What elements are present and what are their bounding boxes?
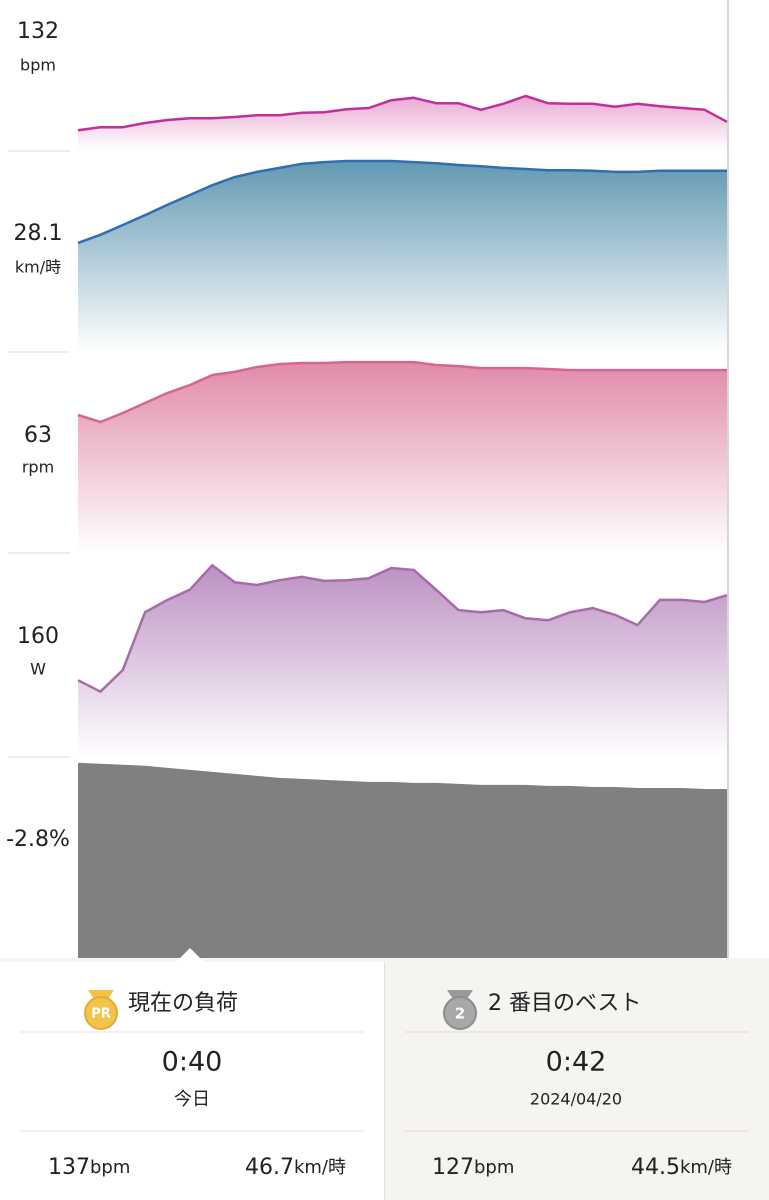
stat: 127bpm: [432, 1155, 514, 1180]
card-title: 2 番目のベスト: [488, 991, 641, 1016]
current[interactable]: PR 現在の負荷 0:40 今日 137bpm 46.7km/時: [20, 990, 364, 1180]
medal: [84, 996, 118, 1030]
line: [77, 159, 727, 245]
stat-value: 137: [48, 1155, 90, 1180]
metric-unit: bpm: [20, 56, 56, 75]
medal-label: 2: [455, 1005, 465, 1023]
area: [78, 764, 727, 958]
line: [77, 360, 727, 424]
area: [78, 565, 727, 757]
metric-value: 132: [17, 19, 59, 44]
metric-value: 28.1: [14, 221, 63, 246]
metric-unit: rpm: [22, 458, 54, 477]
stat: 44.5km/時: [631, 1155, 732, 1180]
date: 今日: [174, 1089, 210, 1110]
time: 0:42: [546, 1047, 607, 1078]
area: [78, 362, 727, 553]
date: 2024/04/20: [530, 1090, 622, 1109]
medal: [443, 996, 477, 1030]
best[interactable]: 2 2 番目のベスト 0:42 2024/04/20 127bpm 44.5km…: [405, 990, 749, 1180]
stat: 46.7km/時: [245, 1155, 346, 1180]
stat-unit: bpm: [474, 1157, 514, 1178]
area: [78, 96, 727, 150]
stat-value: 127: [432, 1155, 474, 1180]
card-title: 現在の負荷: [128, 991, 238, 1016]
medal-label: PR: [91, 1007, 111, 1022]
time: 0:40: [162, 1047, 223, 1078]
stat-unit: bpm: [90, 1157, 130, 1178]
stat: 137bpm: [48, 1155, 130, 1180]
stat-unit: km/時: [680, 1157, 732, 1178]
metric-value: -2.8%: [6, 827, 70, 852]
stat-unit: km/時: [294, 1157, 346, 1178]
line: [77, 563, 728, 693]
line: [77, 762, 727, 792]
separators: [8, 150, 70, 758]
stat-value: 46.7: [245, 1155, 294, 1180]
metric-value: 160: [17, 624, 59, 649]
stat-value: 44.5: [631, 1155, 680, 1180]
pointer: [176, 948, 204, 962]
metric-unit: W: [30, 660, 46, 679]
current-card: [0, 962, 384, 1200]
metric-unit: km/時: [15, 258, 61, 277]
area: [78, 161, 727, 352]
line: [77, 94, 728, 132]
metric-value: 63: [24, 423, 52, 448]
charts: 132 bpm 28.1 km/時 63 rpm 160 W -2.8%: [6, 19, 728, 958]
